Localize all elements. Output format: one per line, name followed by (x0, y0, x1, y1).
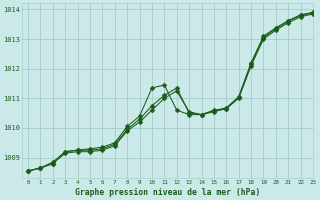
X-axis label: Graphe pression niveau de la mer (hPa): Graphe pression niveau de la mer (hPa) (75, 188, 260, 197)
